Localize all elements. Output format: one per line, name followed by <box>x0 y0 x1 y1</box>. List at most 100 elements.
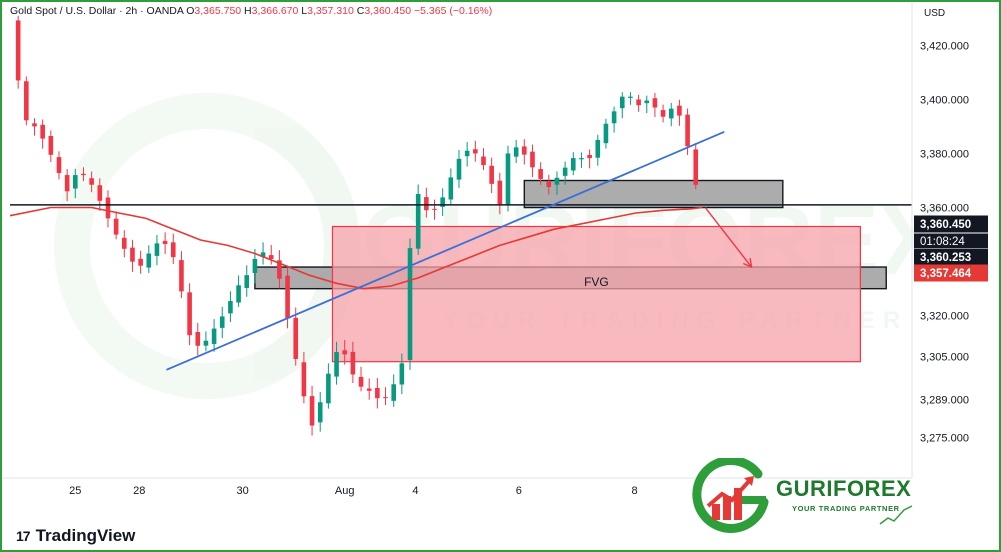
price-tick-label: 3,400.000 <box>920 94 969 106</box>
open-value: 3,365.750 <box>194 5 242 17</box>
candle-body <box>456 158 462 180</box>
candle-body <box>301 362 307 397</box>
candle-body <box>32 123 37 127</box>
candle-body <box>538 169 543 179</box>
candle-body <box>73 175 78 189</box>
candle-body <box>522 146 527 155</box>
candle-body <box>668 108 674 119</box>
candle-body <box>644 100 650 104</box>
candle-body <box>489 165 494 184</box>
fvg-zone-rect[interactable] <box>331 225 861 363</box>
candle-body <box>97 185 103 201</box>
price-tags: 3,360.450 01:08:24 3,360.253 3,357.464 <box>914 215 988 282</box>
candle-body <box>513 147 519 157</box>
candle-body <box>285 275 290 319</box>
symbol-header[interactable]: Gold Spot / U.S. Dollar · 2h · OANDA O3,… <box>10 5 492 17</box>
candle-body <box>677 105 682 116</box>
currency-label[interactable]: USD <box>924 8 946 19</box>
candle-body <box>366 388 372 391</box>
price-tick-label: 3,320.000 <box>920 311 969 323</box>
candle-body <box>317 402 323 423</box>
candle-body <box>130 247 135 262</box>
candle-body <box>415 194 421 249</box>
candle-body <box>15 20 21 81</box>
time-axis[interactable]: 25 28 30 Aug 4 6 8 1 <box>69 485 699 497</box>
candle-body <box>546 181 552 188</box>
price-tag-bid_price: 3,360.253 <box>920 252 971 264</box>
price-tick-label: 3,420.000 <box>920 40 969 52</box>
projection-arrow-line <box>704 207 753 268</box>
candle-body <box>162 240 168 245</box>
candle-body <box>138 258 143 266</box>
candle-body <box>244 275 250 288</box>
candle-body <box>464 150 470 157</box>
close-label: C <box>356 5 365 17</box>
high-label: H <box>244 5 252 17</box>
candle-body <box>309 396 315 426</box>
candle-body <box>187 292 192 336</box>
candle-body <box>146 253 152 268</box>
upper-zone-zone-rect[interactable] <box>523 179 784 209</box>
candle-body <box>603 123 609 144</box>
fvg-label: FVG <box>584 275 609 289</box>
projection-arrow-head <box>742 258 753 269</box>
candle-body <box>113 218 119 235</box>
candle-body <box>211 328 217 344</box>
candle-body <box>81 173 86 176</box>
candle-body <box>685 114 690 147</box>
moving-average-line[interactable] <box>9 206 703 290</box>
time-tick-label: Aug <box>335 485 355 497</box>
high-value: 3,366.670 <box>251 5 299 17</box>
candle-body <box>342 350 348 355</box>
candle-body <box>64 175 70 192</box>
candle-body <box>326 373 331 404</box>
candle-body <box>121 237 127 249</box>
candle-body <box>277 260 282 279</box>
symbol-name: Gold Spot / U.S. Dollar · 2h · OANDA <box>10 5 184 17</box>
candle-body <box>595 139 601 158</box>
candle-body <box>440 197 445 207</box>
price-tag-bg-countdown <box>914 233 988 249</box>
candle-body <box>260 252 266 257</box>
company-tagline: YOUR TRADING PARTNER <box>792 504 900 513</box>
time-tick-label: 8 <box>631 485 637 497</box>
tradingview-icon: 17 <box>16 528 31 544</box>
price-tag-bg-last_price <box>914 215 988 233</box>
open-label: O <box>186 5 195 17</box>
candle-body <box>636 99 641 106</box>
candle-body <box>628 96 633 98</box>
company-name: GURIFOREX <box>776 476 912 501</box>
candle-body <box>293 317 299 359</box>
trendline[interactable] <box>166 130 725 371</box>
candle-body <box>652 98 658 108</box>
candle-body <box>448 177 454 200</box>
candle-body <box>154 243 160 256</box>
candle-body <box>228 301 233 314</box>
candle-body <box>268 255 274 259</box>
candle-body <box>619 96 625 109</box>
candle-body <box>399 363 405 385</box>
candle-body <box>407 248 413 361</box>
time-tick-label: 28 <box>133 485 145 497</box>
price-tick-label: 3,380.000 <box>920 148 969 160</box>
candle-body <box>236 285 241 303</box>
candle-body <box>432 208 437 210</box>
candle-body <box>554 177 560 185</box>
candle-body <box>579 158 584 160</box>
price-tick-label: 3,289.000 <box>920 395 969 407</box>
candle-body <box>40 124 45 139</box>
candle-body <box>170 242 176 258</box>
price-tag-bg-ma_value <box>914 264 988 282</box>
change-value: −5.365 (−0.16%) <box>414 5 493 17</box>
tradingview-logo[interactable]: 17 TradingView <box>16 526 135 546</box>
candle-body <box>179 260 184 292</box>
time-tick-label: 30 <box>237 485 249 497</box>
candle-body <box>203 340 209 346</box>
candle-body <box>611 111 617 124</box>
candle-body <box>570 158 576 171</box>
candle-body <box>252 258 258 273</box>
candle-body <box>48 135 54 155</box>
candle-body <box>383 397 388 399</box>
